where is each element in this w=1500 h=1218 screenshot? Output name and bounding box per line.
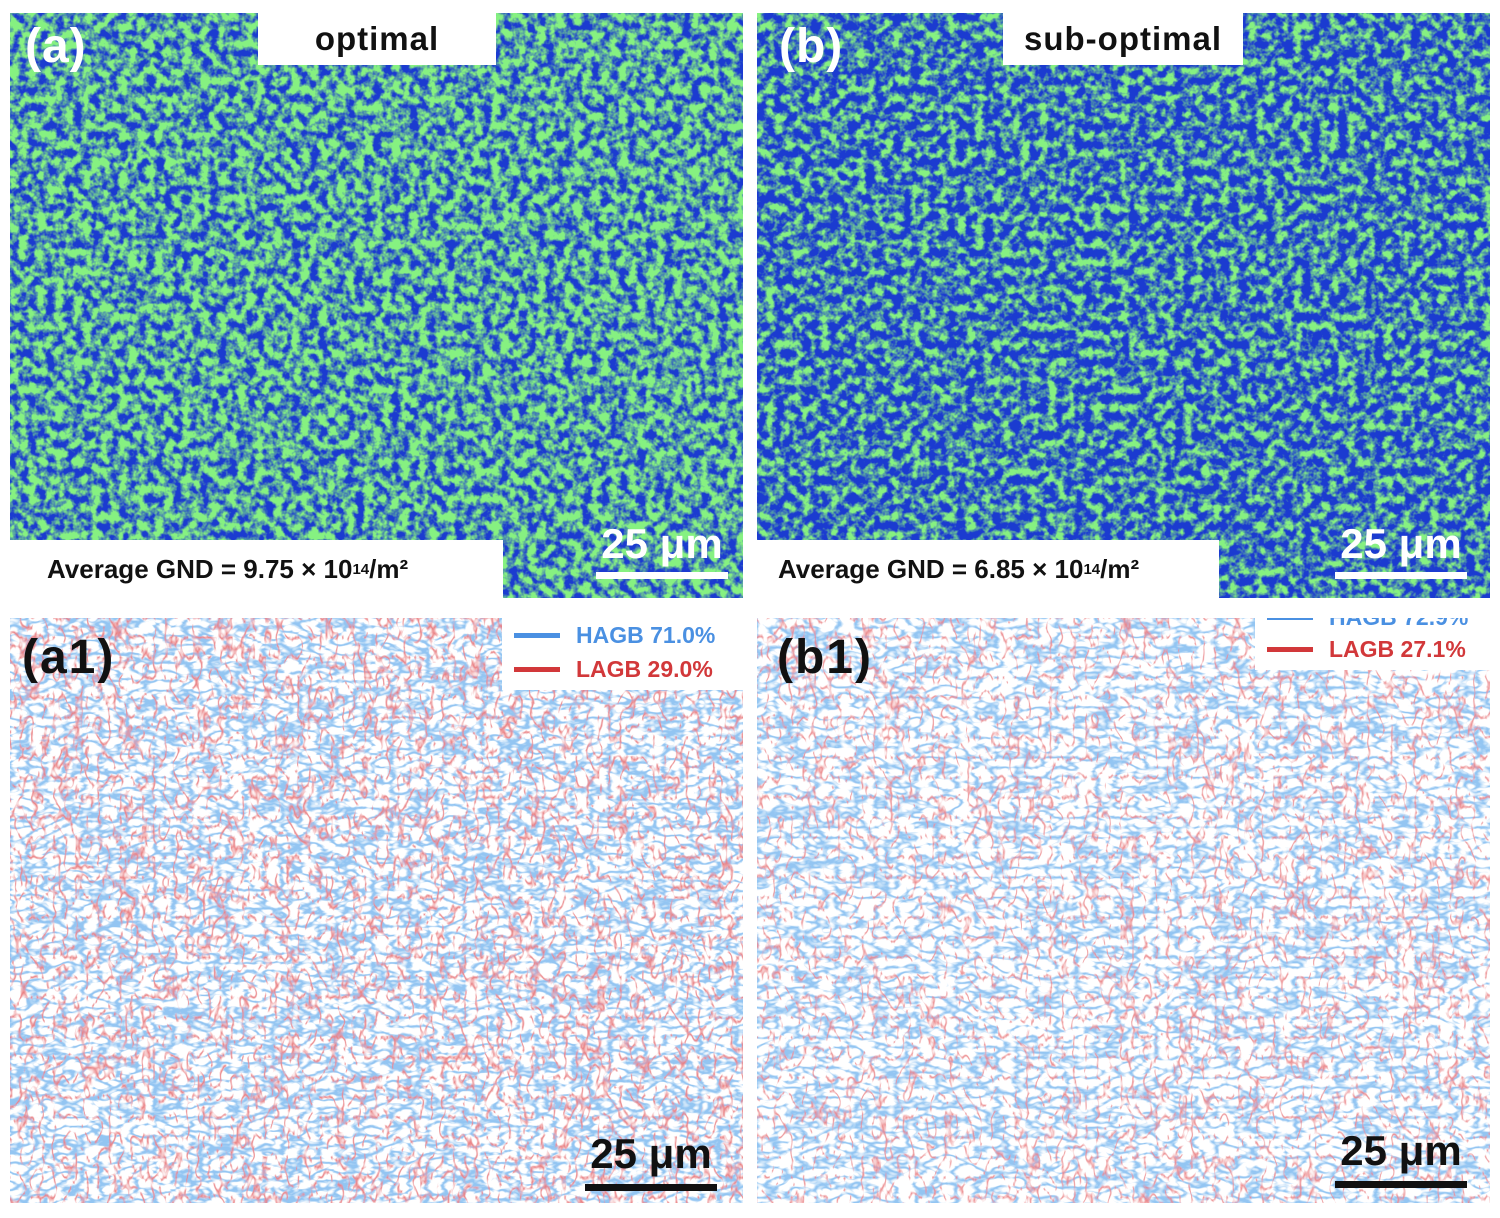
legend-swatch-lagb	[514, 667, 560, 672]
grain-boundary-map-panel-b1: (b1) HAGB 72.9% LAGB 27.1% 25 μm	[757, 618, 1490, 1203]
legend-label-lagb: LAGB 27.1%	[1329, 636, 1466, 662]
legend-label-hagb: HAGB 72.9%	[1329, 618, 1468, 631]
grain-boundary-map-panel-a1: (a1) HAGB 71.0% LAGB 29.0% 25 μm	[10, 618, 743, 1203]
scale-bar-line	[596, 572, 728, 579]
boundary-legend: HAGB 72.9% LAGB 27.1%	[1255, 618, 1490, 670]
panel-label-b1: (b1)	[777, 631, 873, 684]
average-gnd-text: Average GND = 6.85 × 10	[778, 553, 1084, 584]
gnd-map-image	[757, 13, 1490, 598]
legend-swatch-hagb	[1267, 618, 1313, 620]
average-gnd-label: Average GND = 6.85 × 10 14/m²	[757, 540, 1219, 598]
gnd-map-panel-b: (b) sub-optimal Average GND = 6.85 × 10 1…	[757, 13, 1490, 598]
scale-bar: 25 μm	[1335, 523, 1467, 583]
average-gnd-exponent: 14	[352, 560, 370, 578]
average-gnd-text: Average GND = 9.75 × 10	[47, 553, 353, 584]
scale-bar-line	[1335, 572, 1467, 579]
grain-boundary-map-image	[757, 618, 1490, 1203]
scale-bar-line	[1335, 1181, 1467, 1188]
scale-bar-label: 25 μm	[1340, 1127, 1462, 1174]
scale-bar: 25 μm	[596, 523, 728, 583]
legend-item-hagb: HAGB 72.9%	[1267, 618, 1468, 631]
average-gnd-label: Average GND = 9.75 × 10 14/m²	[10, 540, 503, 598]
average-gnd-exponent: 14	[1083, 560, 1101, 578]
legend-swatch-hagb	[514, 633, 560, 638]
scale-bar-line	[585, 1184, 717, 1191]
legend-swatch-lagb	[1267, 647, 1313, 652]
scale-bar: 25 μm	[1335, 1130, 1467, 1190]
scale-bar: 25 μm	[585, 1133, 717, 1193]
panel-label-a: (a)	[25, 20, 87, 73]
average-gnd-unit: /m²	[1100, 553, 1140, 584]
average-gnd-unit: /m²	[369, 553, 409, 584]
legend-item-lagb: LAGB 29.0%	[514, 656, 713, 683]
legend-label-hagb: HAGB 71.0%	[576, 622, 716, 648]
grain-boundary-map-image	[10, 618, 743, 1203]
scale-bar-label: 25 μm	[601, 520, 723, 567]
gnd-map-image	[10, 13, 743, 598]
legend-item-lagb: LAGB 27.1%	[1267, 636, 1466, 663]
scale-bar-label: 25 μm	[1340, 520, 1462, 567]
legend-item-hagb: HAGB 71.0%	[514, 622, 715, 649]
condition-title-sub-optimal: sub-optimal	[1003, 13, 1243, 65]
panel-label-b: (b)	[779, 20, 844, 73]
legend-label-lagb: LAGB 29.0%	[576, 656, 713, 682]
condition-title-optimal: optimal	[258, 13, 496, 65]
scale-bar-label: 25 μm	[590, 1130, 712, 1177]
gnd-map-panel-a: (a) optimal Average GND = 9.75 × 10 14/m²…	[10, 13, 743, 598]
boundary-legend: HAGB 71.0% LAGB 29.0%	[502, 618, 743, 690]
panel-label-a1: (a1)	[22, 631, 116, 684]
